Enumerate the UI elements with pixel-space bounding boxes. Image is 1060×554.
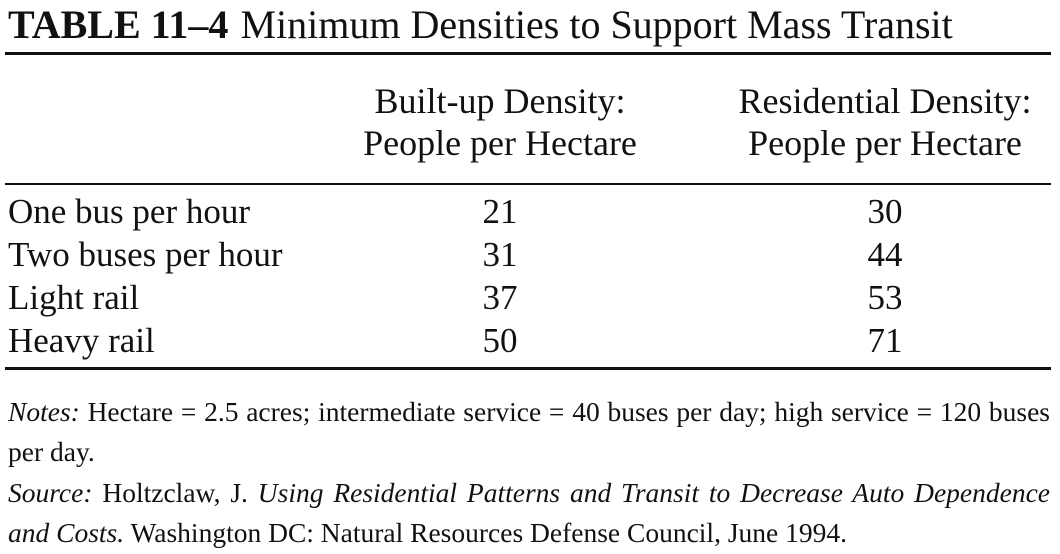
notes-label: Notes: [8,396,80,427]
row-label: One bus per hour [8,192,251,231]
cell-residential: 53 [867,278,903,317]
top-rule [5,52,1051,55]
notes-text: Hectare = 2.5 acres; intermediate servic… [8,396,1050,467]
table-caption: TABLE 11–4 Minimum Densities to Support M… [8,2,953,48]
cell-built-up: 21 [482,192,518,231]
source-label: Source: [8,477,93,508]
column-header-line: Built-up Density: [374,81,626,121]
cell-built-up: 50 [482,321,518,360]
cell-residential: 44 [867,235,903,274]
cell-built-up: 37 [482,278,518,317]
row-label: Heavy rail [8,321,155,360]
table-notes: Notes: Hectare = 2.5 acres; intermediate… [8,392,1050,472]
cell-built-up: 31 [482,235,518,274]
source-work-title: Using Residential Patterns and Transit t… [8,477,1050,548]
bottom-rule [5,367,1051,370]
column-header-line: People per Hectare [363,123,637,163]
cell-residential: 30 [867,192,903,231]
column-header-residential-density: Residential Density: People per Hectare [705,80,1060,164]
table-title: Minimum Densities to Support Mass Transi… [240,2,953,47]
column-header-line: People per Hectare [748,123,1022,163]
table-source: Source: Holtzclaw, J. Using Residential … [8,473,1050,553]
cell-residential: 71 [867,321,903,360]
column-header-line: Residential Density: [738,81,1032,121]
table-number: TABLE 11–4 [8,2,229,47]
source-publisher: Washington DC: Natural Resources Defense… [124,517,847,548]
row-label: Light rail [8,278,140,317]
row-label: Two buses per hour [8,235,283,274]
source-author: Holtzclaw, J. [92,477,258,508]
column-header-built-up-density: Built-up Density: People per Hectare [325,80,675,164]
header-rule [5,183,1051,185]
